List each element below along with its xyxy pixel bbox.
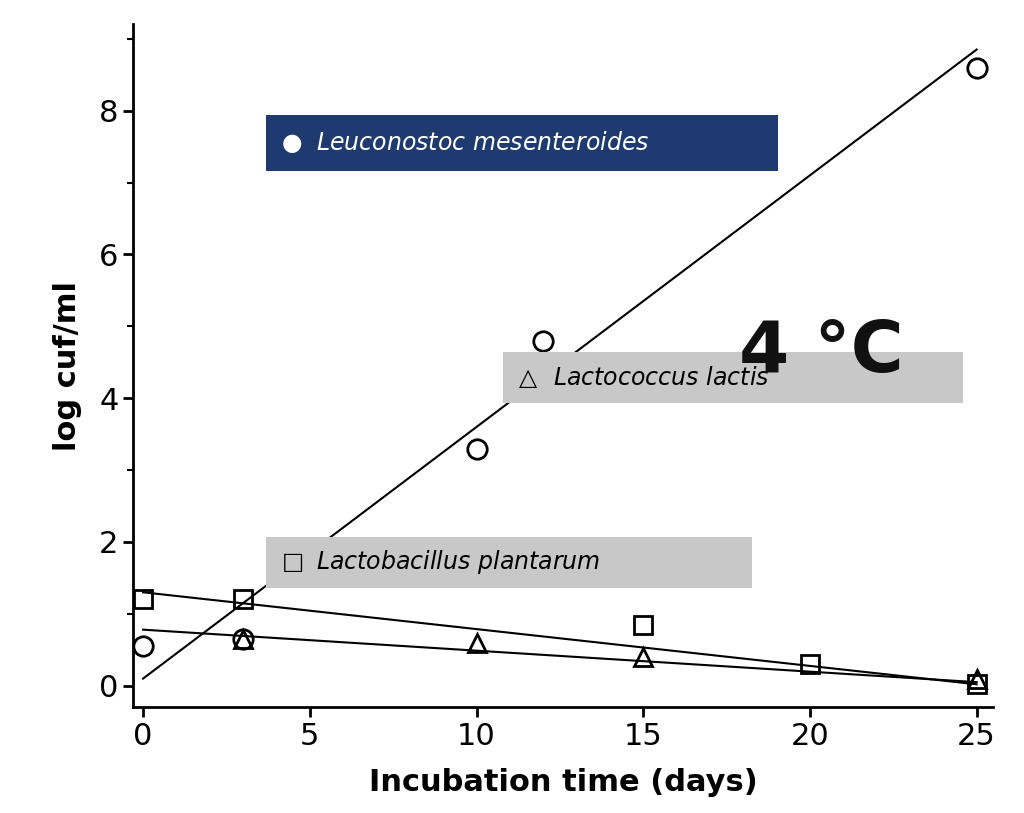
Text: $\mathit{Lactococcus\ lactis}$: $\mathit{Lactococcus\ lactis}$ xyxy=(553,366,769,389)
FancyBboxPatch shape xyxy=(266,115,778,172)
Text: □: □ xyxy=(282,550,304,574)
FancyBboxPatch shape xyxy=(503,352,964,403)
X-axis label: Incubation time (days): Incubation time (days) xyxy=(369,767,758,797)
Text: $\mathit{Lactobacillus\ plantarum}$: $\mathit{Lactobacillus\ plantarum}$ xyxy=(316,548,601,576)
Text: 4 °C: 4 °C xyxy=(739,318,903,387)
Text: ●: ● xyxy=(282,131,302,155)
FancyBboxPatch shape xyxy=(266,537,753,588)
Text: △: △ xyxy=(518,366,537,389)
Text: $\mathit{Leuconostoc\ mesenteroides}$: $\mathit{Leuconostoc\ mesenteroides}$ xyxy=(316,131,650,155)
Y-axis label: log cuf/ml: log cuf/ml xyxy=(53,280,82,451)
